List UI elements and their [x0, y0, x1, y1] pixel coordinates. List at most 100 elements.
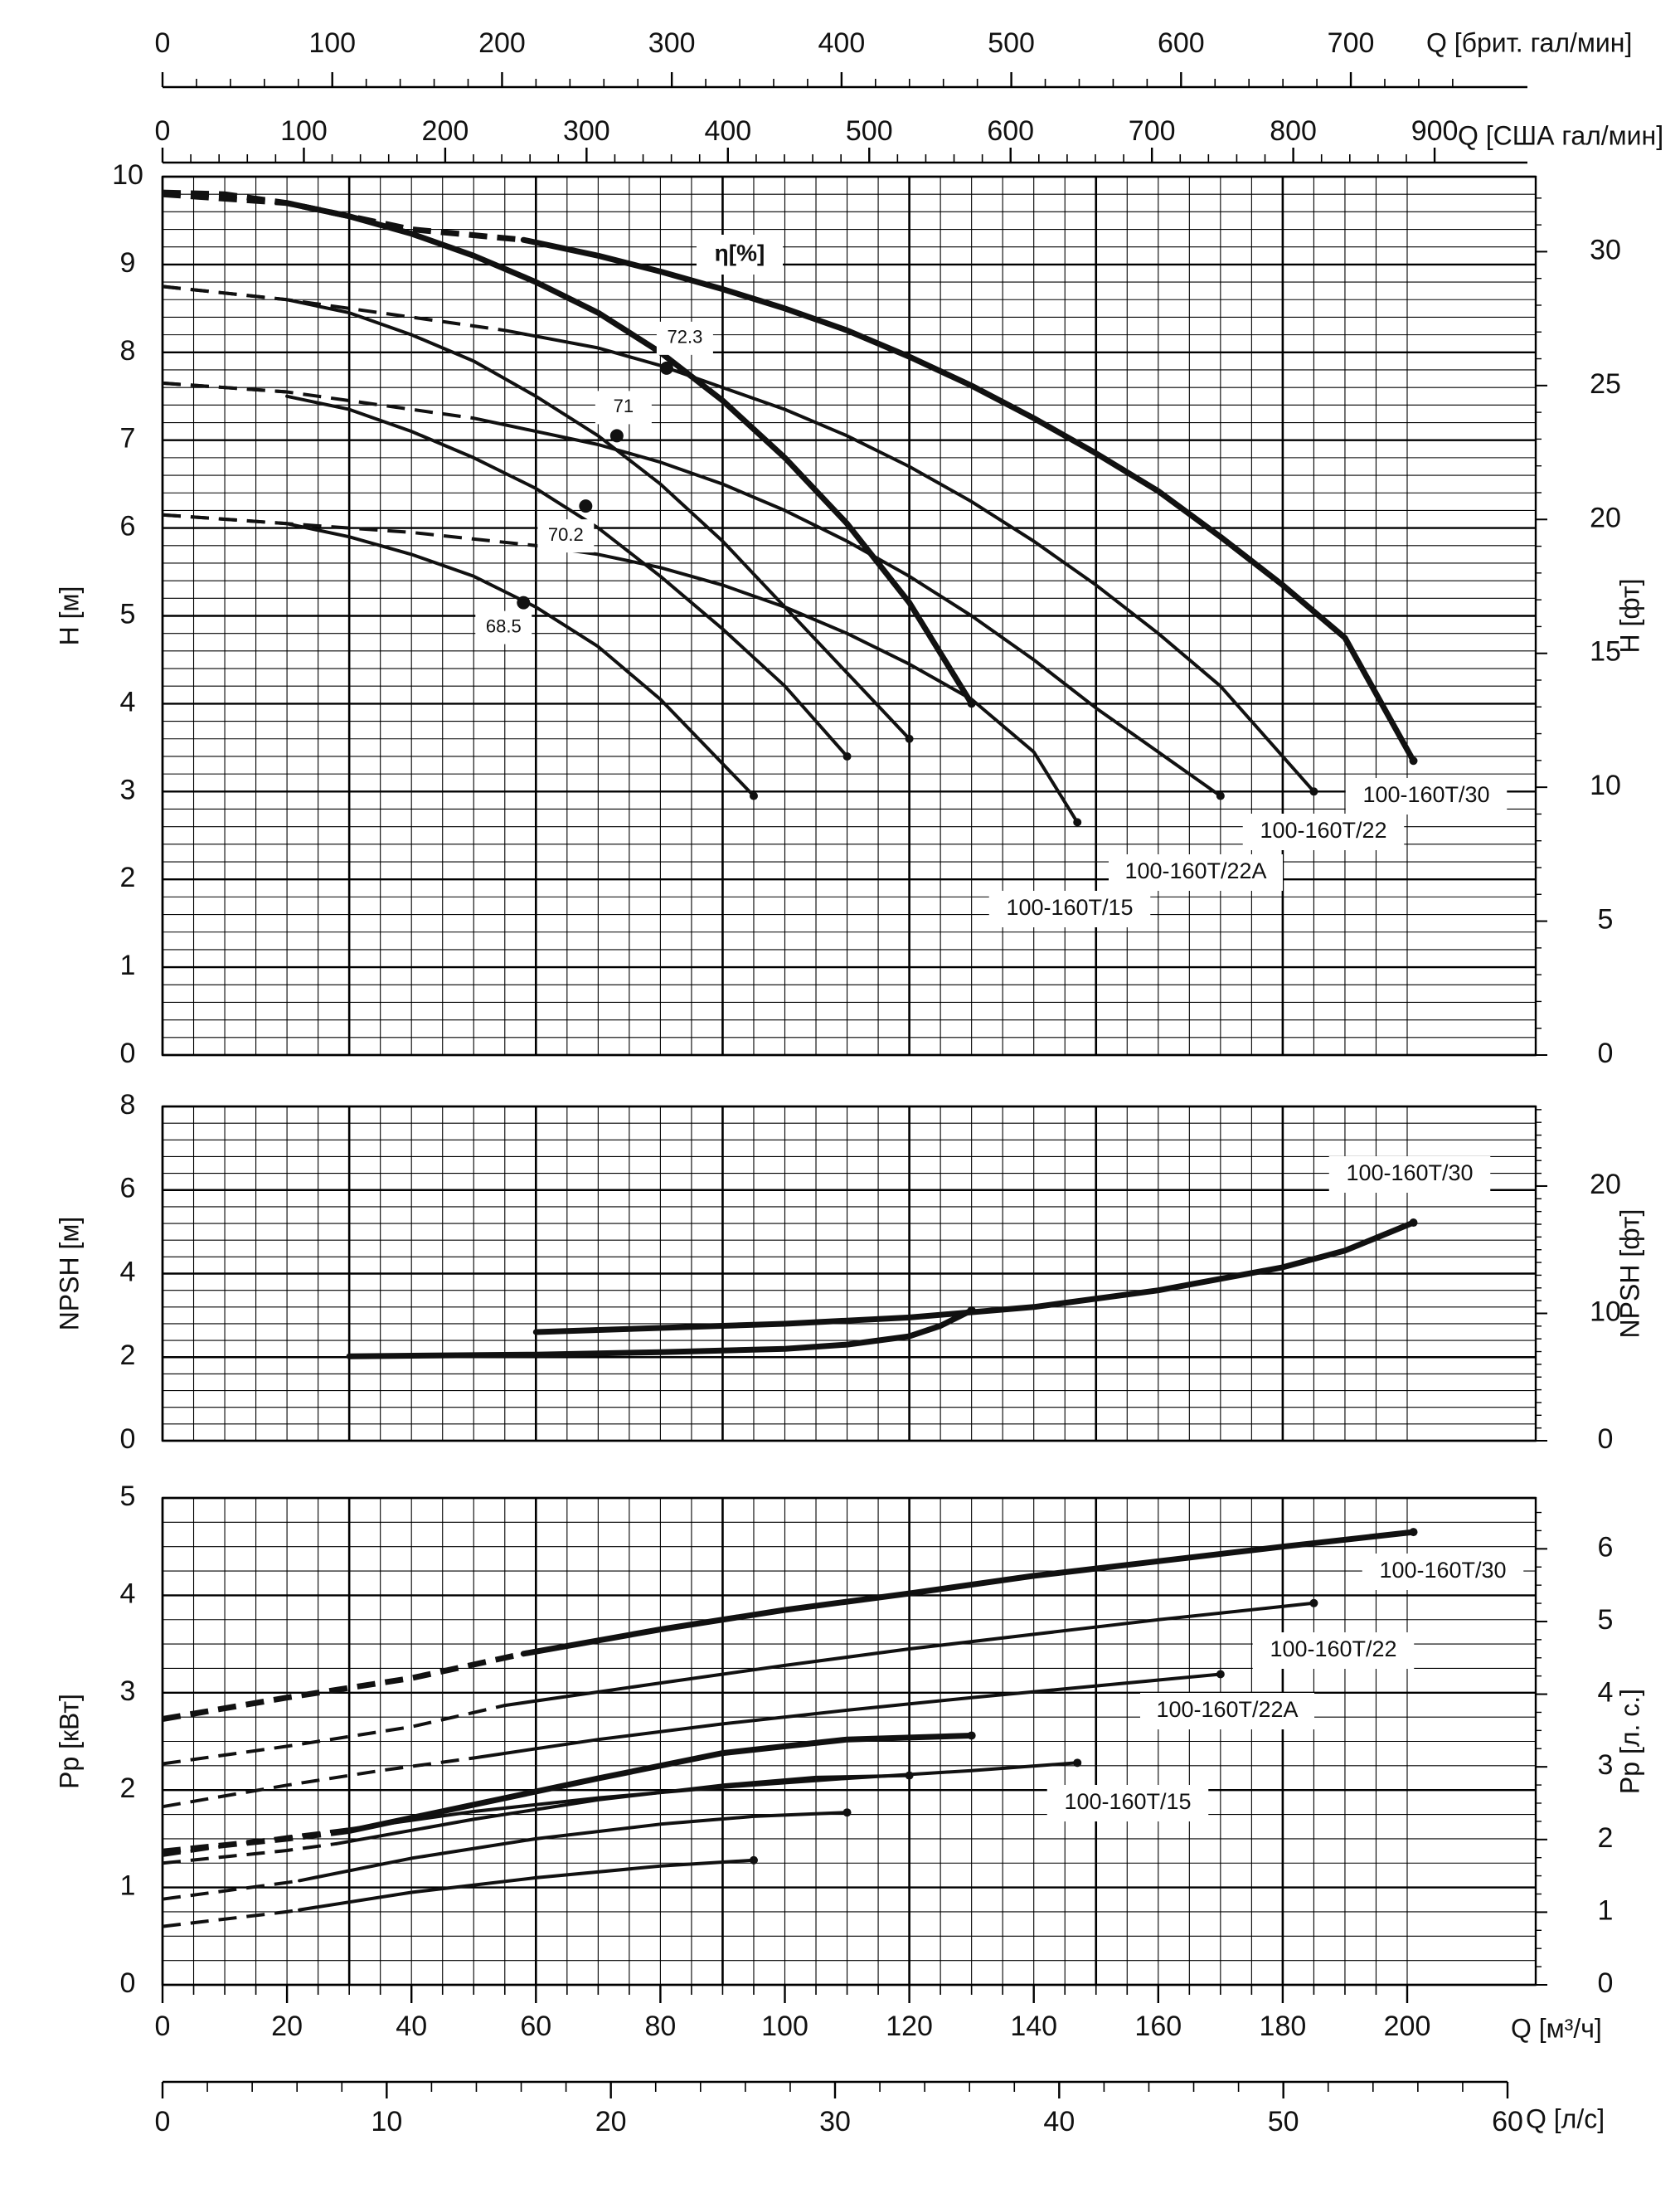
y2-tick-label: 4 — [1598, 1677, 1614, 1709]
series-label-power: 100-160T/22 — [1270, 1636, 1396, 1661]
y-tick-label: 4 — [120, 1578, 136, 1609]
y-tick-label: 2 — [120, 1773, 136, 1804]
series-line — [472, 416, 1222, 798]
series-label-bg — [1140, 1693, 1314, 1729]
x-axis-title: Q [м³/ч] — [1511, 2013, 1602, 2043]
ls-tick-label: 10 — [371, 2106, 402, 2137]
series-line — [532, 1219, 1416, 1335]
series-end-point — [842, 751, 852, 761]
ls-tick-label: 20 — [595, 2106, 627, 2137]
efficiency-point — [579, 499, 593, 513]
series-end-point — [1409, 1528, 1418, 1537]
series-line — [520, 236, 1416, 764]
y-tick-label: 8 — [120, 335, 136, 367]
y2-tick-label: 20 — [1590, 1169, 1621, 1200]
efficiency-label-bg — [656, 321, 713, 355]
y2-tick-label: 0 — [1598, 1423, 1614, 1455]
top-axis-tick-label: 300 — [563, 115, 610, 147]
efficiency-label: 71 — [614, 396, 634, 416]
series-line — [346, 1307, 975, 1359]
ls-axis-title: Q [л/с] — [1526, 2103, 1605, 2133]
ls-tick-label: 40 — [1043, 2106, 1075, 2137]
series-line — [534, 543, 1080, 824]
ls-tick-label: 0 — [155, 2106, 171, 2137]
y-tick-label: 1 — [120, 1870, 136, 1902]
top-axis-title: Q [брит. гал/мин] — [1426, 27, 1632, 57]
y2-tick-label: 25 — [1590, 368, 1621, 400]
grid-layer — [161, 72, 1547, 2098]
y2-tick-label: 10 — [1590, 1296, 1621, 1327]
series-dashed-segment — [162, 1908, 300, 1928]
efficiency-label: 68.5 — [486, 615, 522, 636]
y2-axis-title: NPSH [фт] — [1614, 1209, 1644, 1339]
series-label-npsh: 100-160T/30 — [1346, 1160, 1473, 1185]
series-dashed-segment — [162, 1756, 474, 1809]
y-tick-label: 6 — [120, 511, 136, 542]
series-dashed-segment — [162, 1841, 337, 1865]
y2-tick-label: 0 — [1598, 1967, 1614, 1999]
top-axis-tick-label: 200 — [478, 27, 526, 59]
efficiency-point — [609, 429, 624, 443]
y-tick-label: 0 — [120, 1967, 136, 1999]
series-label-bg — [1242, 814, 1405, 850]
top-axis-title: Q [США гал/мин] — [1458, 120, 1663, 150]
eta-label: η[%] — [715, 240, 765, 265]
x-tick-label: 200 — [1384, 2011, 1431, 2042]
series-dashed-segment — [162, 1828, 350, 1855]
y-tick-label: 2 — [120, 1340, 136, 1371]
x-tick-label: 120 — [886, 2011, 933, 2042]
label-layer: 72.3 71 70.2 68.5 η[%] 100-160T/30 100-160T/22… — [475, 235, 1524, 1821]
series-end-point — [1073, 1758, 1082, 1768]
series-label-bg — [1345, 778, 1508, 815]
y-tick-label: 5 — [120, 598, 136, 630]
x-tick-label: 60 — [520, 2011, 551, 2042]
series-label-head: 100-160T/22 — [1260, 818, 1386, 843]
top-axis-tick-label: 800 — [1270, 115, 1317, 147]
series-end-point — [842, 1808, 852, 1817]
series-end-point — [1309, 1598, 1318, 1607]
y2-tick-label: 30 — [1590, 234, 1621, 265]
series-end-point — [967, 699, 976, 708]
eta-label-bg — [697, 235, 783, 275]
series-line — [284, 200, 975, 707]
series-label-bg — [1252, 1632, 1415, 1669]
y-axis-title: H [м] — [54, 586, 84, 646]
y-tick-label: 4 — [120, 686, 136, 717]
x-tick-label: 40 — [396, 2011, 427, 2042]
series-label-head: 100-160T/15 — [1006, 895, 1133, 920]
y2-axis-title: Pp [л. с.] — [1614, 1689, 1644, 1794]
x-tick-label: 100 — [761, 2011, 808, 2042]
series-end-point — [1073, 818, 1082, 827]
top-axis-tick-label: 400 — [704, 115, 751, 147]
efficiency-label-bg — [595, 391, 652, 425]
series-label-head: 100-160T/30 — [1362, 782, 1489, 807]
top-axis-tick-label: 600 — [1158, 27, 1205, 59]
x-tick-label: 0 — [155, 2011, 171, 2042]
y-tick-label: 9 — [120, 247, 136, 279]
y-tick-label: 6 — [120, 1173, 136, 1204]
x-tick-label: 160 — [1134, 2011, 1182, 2042]
series-end-point — [1409, 756, 1418, 766]
series-label-bg — [1046, 1785, 1209, 1821]
x-tick-label: 80 — [644, 2011, 676, 2042]
x-tick-label: 140 — [1010, 2011, 1057, 2042]
top-axis-tick-label: 400 — [818, 27, 866, 59]
series-end-point — [1216, 1670, 1225, 1679]
series-line — [346, 1733, 975, 1834]
top-axis-tick-label: 500 — [846, 115, 893, 147]
series-line — [503, 328, 1316, 794]
efficiency-label-bg — [537, 519, 595, 553]
top-axis-tick-label: 0 — [155, 27, 171, 59]
x-tick-label: 20 — [271, 2011, 303, 2042]
series-line — [285, 394, 849, 758]
y2-axis-title: H [фт] — [1614, 578, 1644, 653]
series-line — [520, 1529, 1416, 1657]
y2-tick-label: 3 — [1598, 1749, 1614, 1781]
top-axis-tick-label: 100 — [308, 27, 356, 59]
series-end-point — [905, 1771, 914, 1780]
series-end-point — [1409, 1218, 1418, 1228]
series-end-point — [1309, 787, 1318, 796]
y2-tick-label: 5 — [1598, 904, 1614, 936]
series-dashed-segment — [162, 1879, 300, 1901]
